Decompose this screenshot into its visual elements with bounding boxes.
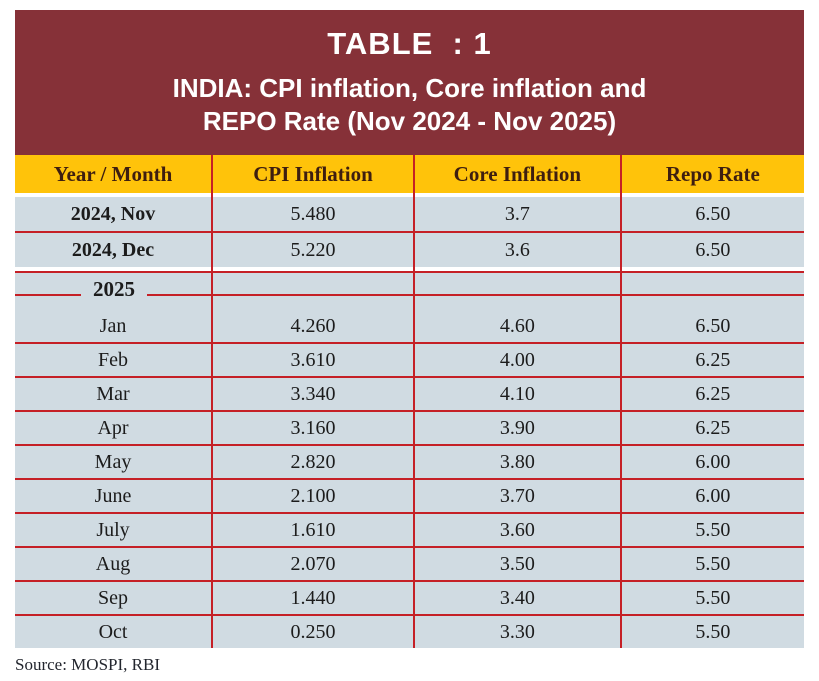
table-header-row: Year / Month CPI Inflation Core Inflatio… — [15, 155, 804, 193]
table-row: 2024, Dec 5.220 3.6 6.50 — [15, 231, 804, 267]
cpi-value-cell: 0.250 — [213, 616, 415, 648]
repo-value-cell: 6.00 — [695, 451, 731, 473]
spacer-row — [15, 267, 804, 271]
row-label-cell: May — [15, 446, 214, 478]
row-label-cell: Apr — [15, 412, 214, 444]
cpi-value-cell: 5.480 — [213, 197, 415, 231]
row-label-cell: Aug — [15, 548, 214, 580]
row-label-cell: July — [15, 514, 214, 546]
year-divider-row: 2025 — [15, 271, 804, 310]
repo-value-cell: 6.00 — [695, 485, 731, 507]
cpi-value-cell: 4.260 — [213, 310, 415, 342]
year-divider-label: 2025 — [15, 275, 213, 306]
row-label-cell: June — [15, 480, 214, 512]
cpi-value-cell: 3.610 — [213, 344, 415, 376]
core-value-cell: 3.7 — [415, 197, 622, 231]
cpi-value-cell: 1.440 — [213, 582, 415, 614]
row-label-cell: 2024, Dec — [15, 233, 214, 267]
table-row: Aug 2.070 3.50 5.50 — [15, 546, 804, 580]
table-row: June 2.100 3.70 6.00 — [15, 478, 804, 512]
source-note: Source: MOSPI, RBI — [15, 655, 160, 674]
repo-value-cell: 6.25 — [695, 417, 731, 439]
core-value-cell: 4.10 — [415, 378, 622, 410]
cpi-value-cell: 2.820 — [213, 446, 415, 478]
repo-value-cell: 5.50 — [695, 553, 731, 575]
repo-value-cell: 5.50 — [695, 621, 731, 643]
core-value-cell: 3.80 — [415, 446, 622, 478]
row-label-cell: Oct — [15, 616, 214, 648]
core-value-cell: 3.6 — [415, 233, 622, 267]
core-value-cell: 3.60 — [415, 514, 622, 546]
data-table: Year / Month CPI Inflation Core Inflatio… — [15, 155, 804, 648]
core-value-cell: 3.50 — [415, 548, 622, 580]
core-value-cell: 3.30 — [415, 616, 622, 648]
cpi-value-cell: 2.100 — [213, 480, 415, 512]
table-row: Mar 3.340 4.10 6.25 — [15, 376, 804, 410]
core-value-cell: 3.40 — [415, 582, 622, 614]
table-row: Sep 1.440 3.40 5.50 — [15, 580, 804, 614]
row-label-cell: Feb — [15, 344, 214, 376]
header-repo-rate: Repo Rate — [665, 162, 760, 186]
repo-value-cell: 6.50 — [695, 203, 731, 225]
spacer-row — [15, 193, 804, 197]
core-value-cell: 4.60 — [415, 310, 622, 342]
header-core-inflation: Core Inflation — [415, 155, 622, 193]
table-number: TABLE : 1 — [327, 26, 492, 61]
row-label-cell: Sep — [15, 582, 214, 614]
table-body-2025: Jan 4.260 4.60 6.50 Feb 3.610 4.00 6.25 Mar 3.340… — [15, 310, 804, 648]
repo-value-cell: 5.50 — [695, 519, 731, 541]
header-year-month: Year / Month — [15, 155, 214, 193]
table-subtitle: REPO Rate (Nov 2024 - Nov 2025) — [202, 106, 617, 136]
table-row: 2024, Nov 5.480 3.7 6.50 — [15, 197, 804, 231]
core-value-cell: 3.70 — [415, 480, 622, 512]
core-value-cell: 3.90 — [415, 412, 622, 444]
table-row: Apr 3.160 3.90 6.25 — [15, 410, 804, 444]
table-title-block: TABLE : 1 INDIA: CPI inflation, Core inf… — [15, 10, 804, 155]
table-row: Oct 0.250 3.30 5.50 — [15, 614, 804, 648]
table-row: Feb 3.610 4.00 6.25 — [15, 342, 804, 376]
header-cpi-inflation: CPI Inflation — [213, 155, 415, 193]
cpi-value-cell: 3.160 — [213, 412, 415, 444]
repo-value-cell: 5.50 — [695, 587, 731, 609]
cpi-value-cell: 2.070 — [213, 548, 415, 580]
repo-value-cell: 6.50 — [695, 315, 731, 337]
cpi-value-cell: 5.220 — [213, 233, 415, 267]
table-title: INDIA: CPI inflation, Core inflation and — [172, 73, 647, 103]
repo-value-cell: 6.50 — [695, 239, 731, 261]
cpi-value-cell: 3.340 — [213, 378, 415, 410]
cpi-value-cell: 1.610 — [213, 514, 415, 546]
year-divider-line — [15, 294, 804, 296]
row-label-cell: Jan — [15, 310, 214, 342]
row-label-cell: 2024, Nov — [15, 197, 214, 231]
row-label-cell: Mar — [15, 378, 214, 410]
table-row: Jan 4.260 4.60 6.50 — [15, 310, 804, 342]
core-value-cell: 4.00 — [415, 344, 622, 376]
repo-value-cell: 6.25 — [695, 383, 731, 405]
table-row: May 2.820 3.80 6.00 — [15, 444, 804, 478]
repo-value-cell: 6.25 — [695, 349, 731, 371]
table-row: July 1.610 3.60 5.50 — [15, 512, 804, 546]
table-body-2024: 2024, Nov 5.480 3.7 6.50 2024, Dec 5.220 3.6 6.… — [15, 197, 804, 267]
